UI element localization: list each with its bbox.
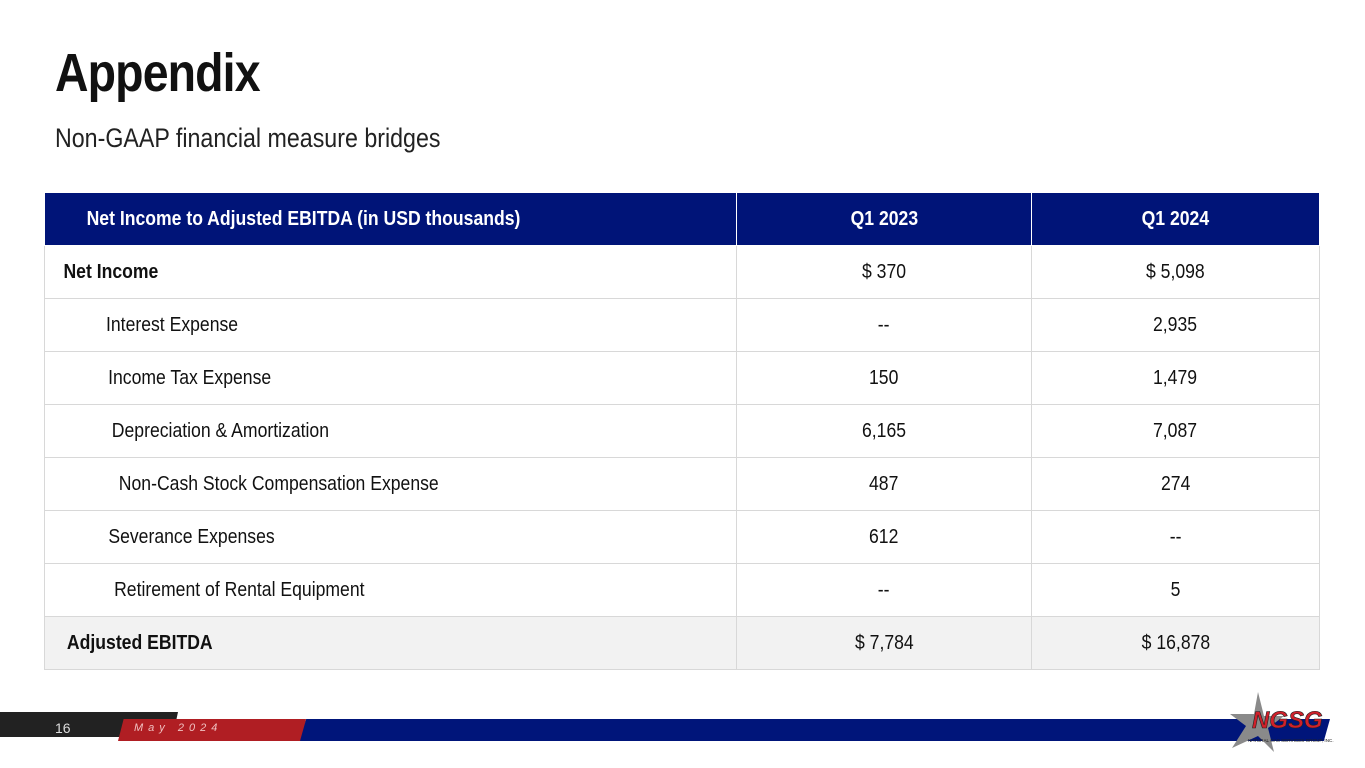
column-header: Net Income to Adjusted EBITDA (in USD th… [86,207,521,230]
cell-value: 5 [1170,578,1181,601]
cell-value: $ 370 [861,260,907,283]
cell-value: 150 [869,366,899,389]
table-row: Depreciation & Amortization 6,165 7,087 [44,404,1320,458]
footer-blue-band [300,719,1330,741]
cell-value: -- [878,578,890,601]
cell-value: 7,087 [1153,419,1198,442]
row-label: Net Income [63,260,159,283]
cell-value: 274 [1160,472,1191,495]
row-label: Interest Expense [106,313,239,336]
table-row: Severance Expenses 612 -- [44,510,1320,564]
row-label: Depreciation & Amortization [111,419,329,442]
cell-value: -- [1169,525,1182,548]
cell-value: 2,935 [1153,313,1198,336]
table-row: Income Tax Expense 150 1,479 [44,351,1320,405]
page-subtitle: Non-GAAP financial measure bridges [55,123,441,153]
table-row: Non-Cash Stock Compensation Expense 487 … [44,457,1320,511]
table-row: Interest Expense -- 2,935 [44,298,1320,352]
cell-value: $ 5,098 [1146,260,1205,283]
table-header-row: Net Income to Adjusted EBITDA (in USD th… [44,192,1320,246]
cell-value: 487 [869,472,899,495]
cell-value: $ 16,878 [1141,631,1210,654]
page-title: Appendix [55,43,261,103]
column-header: Q1 2024 [1141,207,1210,230]
row-label: Adjusted EBITDA [66,631,213,654]
row-label: Severance Expenses [108,525,275,548]
cell-value: 6,165 [861,419,907,442]
cell-value: 612 [869,525,899,548]
ebitda-reconciliation-table: Net Income to Adjusted EBITDA (in USD th… [44,192,1320,670]
footer-date: May 2024 [134,722,223,734]
row-label: Retirement of Rental Equipment [114,578,365,601]
logo-wordmark: NGSG [1252,707,1323,734]
page-number: 16 [55,720,71,736]
star-icon [1230,692,1284,752]
cell-value: $ 7,784 [854,631,914,654]
table-row: Retirement of Rental Equipment -- 5 [44,563,1320,617]
logo-tagline: NATURAL GAS SERVICES GROUP, INC. [1248,738,1334,743]
cell-value: 1,479 [1153,366,1198,389]
table-total-row: Adjusted EBITDA $ 7,784 $ 16,878 [44,616,1320,670]
row-label: Income Tax Expense [108,366,272,389]
column-header: Q1 2023 [850,207,918,230]
row-label: Non-Cash Stock Compensation Expense [118,472,439,495]
company-logo: NGSG NATURAL GAS SERVICES GROUP, INC. [1230,692,1334,752]
cell-value: -- [878,313,890,336]
footer-red-band [118,719,306,741]
table-row: Net Income $ 370 $ 5,098 [44,245,1320,299]
